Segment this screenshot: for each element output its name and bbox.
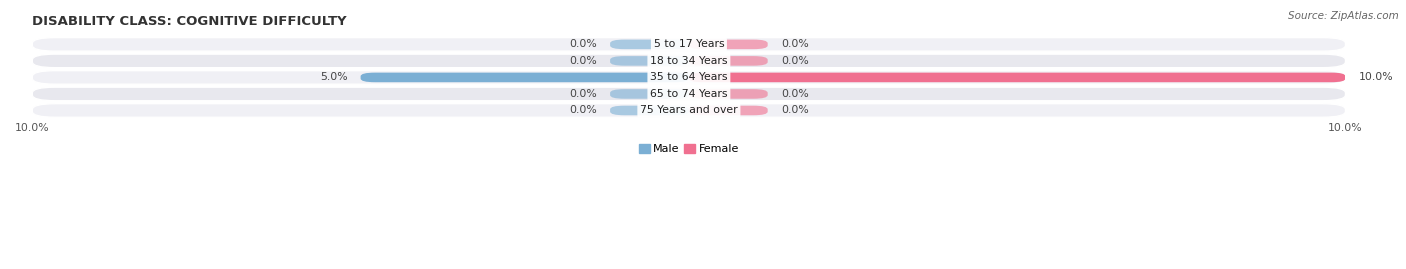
FancyBboxPatch shape bbox=[610, 89, 689, 99]
FancyBboxPatch shape bbox=[32, 38, 1346, 51]
Text: DISABILITY CLASS: COGNITIVE DIFFICULTY: DISABILITY CLASS: COGNITIVE DIFFICULTY bbox=[32, 15, 347, 28]
FancyBboxPatch shape bbox=[689, 40, 768, 49]
Text: 0.0%: 0.0% bbox=[780, 105, 808, 115]
Text: 5 to 17 Years: 5 to 17 Years bbox=[654, 39, 724, 49]
FancyBboxPatch shape bbox=[32, 54, 1346, 68]
Text: 35 to 64 Years: 35 to 64 Years bbox=[650, 72, 728, 82]
FancyBboxPatch shape bbox=[32, 71, 1346, 84]
Text: Source: ZipAtlas.com: Source: ZipAtlas.com bbox=[1288, 11, 1399, 21]
Text: 0.0%: 0.0% bbox=[780, 56, 808, 66]
FancyBboxPatch shape bbox=[689, 106, 768, 115]
FancyBboxPatch shape bbox=[689, 56, 768, 66]
FancyBboxPatch shape bbox=[610, 106, 689, 115]
Text: 0.0%: 0.0% bbox=[569, 89, 598, 99]
FancyBboxPatch shape bbox=[610, 56, 689, 66]
Text: 65 to 74 Years: 65 to 74 Years bbox=[650, 89, 728, 99]
Text: 0.0%: 0.0% bbox=[780, 39, 808, 49]
Text: 0.0%: 0.0% bbox=[780, 89, 808, 99]
Text: 5.0%: 5.0% bbox=[319, 72, 347, 82]
FancyBboxPatch shape bbox=[32, 87, 1346, 101]
Text: 10.0%: 10.0% bbox=[1358, 72, 1393, 82]
Legend: Male, Female: Male, Female bbox=[634, 139, 744, 159]
FancyBboxPatch shape bbox=[360, 73, 689, 82]
Text: 75 Years and over: 75 Years and over bbox=[640, 105, 738, 115]
Text: 18 to 34 Years: 18 to 34 Years bbox=[650, 56, 728, 66]
Text: 0.0%: 0.0% bbox=[569, 39, 598, 49]
Text: 0.0%: 0.0% bbox=[569, 105, 598, 115]
Text: 0.0%: 0.0% bbox=[569, 56, 598, 66]
FancyBboxPatch shape bbox=[689, 89, 768, 99]
FancyBboxPatch shape bbox=[610, 40, 689, 49]
FancyBboxPatch shape bbox=[32, 104, 1346, 117]
FancyBboxPatch shape bbox=[689, 73, 1346, 82]
